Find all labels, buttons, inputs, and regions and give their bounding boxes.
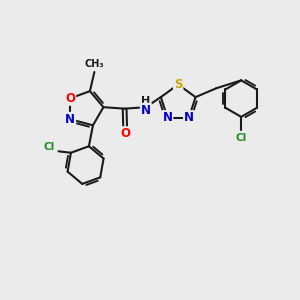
Text: Cl: Cl [44, 142, 55, 152]
Text: H: H [141, 96, 150, 106]
Text: O: O [120, 127, 130, 140]
Text: N: N [65, 113, 75, 126]
Text: O: O [65, 92, 75, 105]
Text: CH₃: CH₃ [85, 59, 104, 69]
Text: N: N [163, 111, 172, 124]
Text: Cl: Cl [236, 134, 247, 143]
Text: S: S [174, 78, 182, 91]
Text: N: N [141, 103, 151, 117]
Text: N: N [184, 111, 194, 124]
